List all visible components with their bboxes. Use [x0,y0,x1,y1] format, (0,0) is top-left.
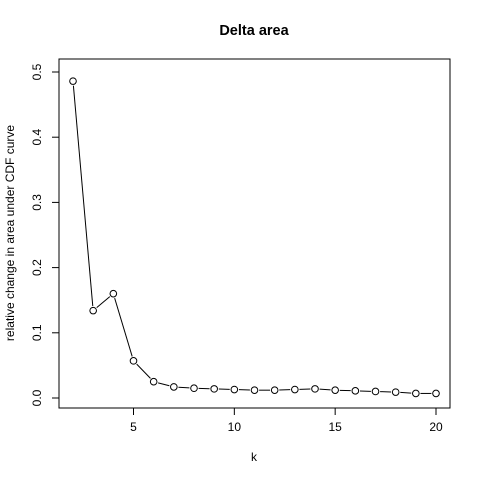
x-tick-label: 5 [130,420,137,434]
data-point [251,387,258,394]
data-point [392,389,399,396]
series-segment [320,389,331,390]
series-segment [73,86,92,306]
data-series [70,78,440,397]
x-tick-label: 10 [228,420,242,434]
data-point [191,385,198,392]
y-tick-label: 0.0 [30,389,44,406]
y-tick-label: 0.5 [30,63,44,80]
data-point [211,386,218,393]
data-point [130,358,137,365]
data-point [90,307,97,314]
y-tick-label: 0.4 [30,129,44,146]
data-point [352,388,359,395]
series-segment [178,387,189,388]
data-point [312,386,319,393]
data-point [70,78,77,85]
data-point [110,290,117,297]
x-axis: 5 10 15 20 [130,408,443,434]
y-tick-label: 0.2 [30,259,44,276]
series-segment [400,392,411,393]
data-point [271,387,278,394]
chart-title: Delta area [219,23,289,39]
data-point [433,390,440,397]
series-segment [158,383,169,386]
x-tick-label: 20 [429,420,443,434]
data-point [231,386,238,393]
series-segment [97,297,110,308]
plot-frame [59,59,450,408]
y-tick-label: 0.3 [30,194,44,211]
data-point [150,378,157,385]
y-axis-label: relative change in area under CDF curve [3,125,17,341]
data-point [171,384,178,391]
series-segment [137,364,151,378]
x-tick-label: 15 [328,420,342,434]
data-point [292,386,299,393]
y-axis: 0.0 0.1 0.2 0.3 0.4 0.5 [30,63,59,406]
data-point [413,390,420,397]
y-tick-label: 0.1 [30,324,44,341]
x-axis-label: k [251,450,258,464]
data-point [332,387,339,394]
data-point [372,388,379,395]
series-segment [115,298,133,356]
